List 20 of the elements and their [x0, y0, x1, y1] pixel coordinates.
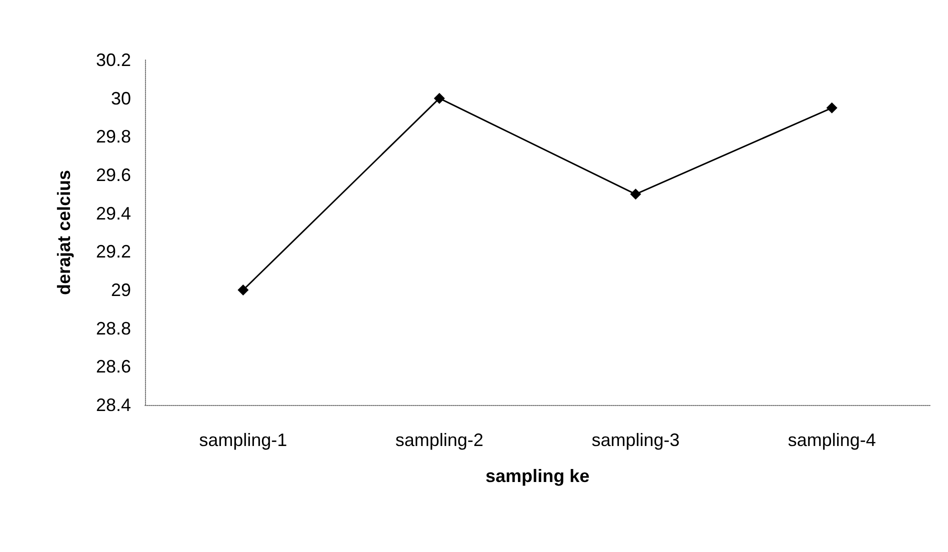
y-tick-label: 29.4 [96, 203, 131, 224]
x-axis-title: sampling ke [485, 466, 590, 486]
x-tick-label: sampling-3 [592, 430, 680, 450]
y-tick-label: 28.8 [96, 318, 131, 338]
x-tick-label: sampling-2 [395, 430, 484, 450]
y-tick-label: 29.8 [96, 126, 131, 147]
y-axis-title: derajat celcius [54, 170, 74, 296]
point [434, 92, 445, 104]
x-tick-label: sampling-1 [199, 430, 288, 450]
y-tick-label: 29.6 [96, 165, 131, 185]
x-tick-label: sampling-4 [788, 430, 876, 450]
y-tick-label: 28.4 [96, 395, 131, 415]
point [826, 102, 838, 114]
y-tick-label: 30 [110, 88, 131, 108]
y-tick-label: 29 [110, 280, 131, 300]
point [238, 284, 249, 296]
y-tick-label: 29.2 [96, 242, 131, 262]
point [630, 188, 642, 200]
y-tick-label: 30.2 [96, 50, 131, 70]
y-tick-label: 28.6 [96, 356, 131, 377]
